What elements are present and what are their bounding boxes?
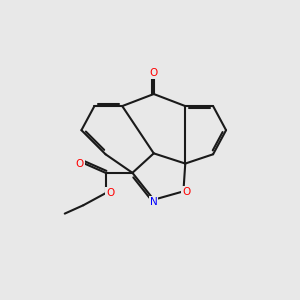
Text: O: O [76,159,84,169]
Text: O: O [106,188,114,198]
Text: N: N [150,196,158,207]
Text: O: O [150,68,158,78]
Text: O: O [182,187,190,197]
